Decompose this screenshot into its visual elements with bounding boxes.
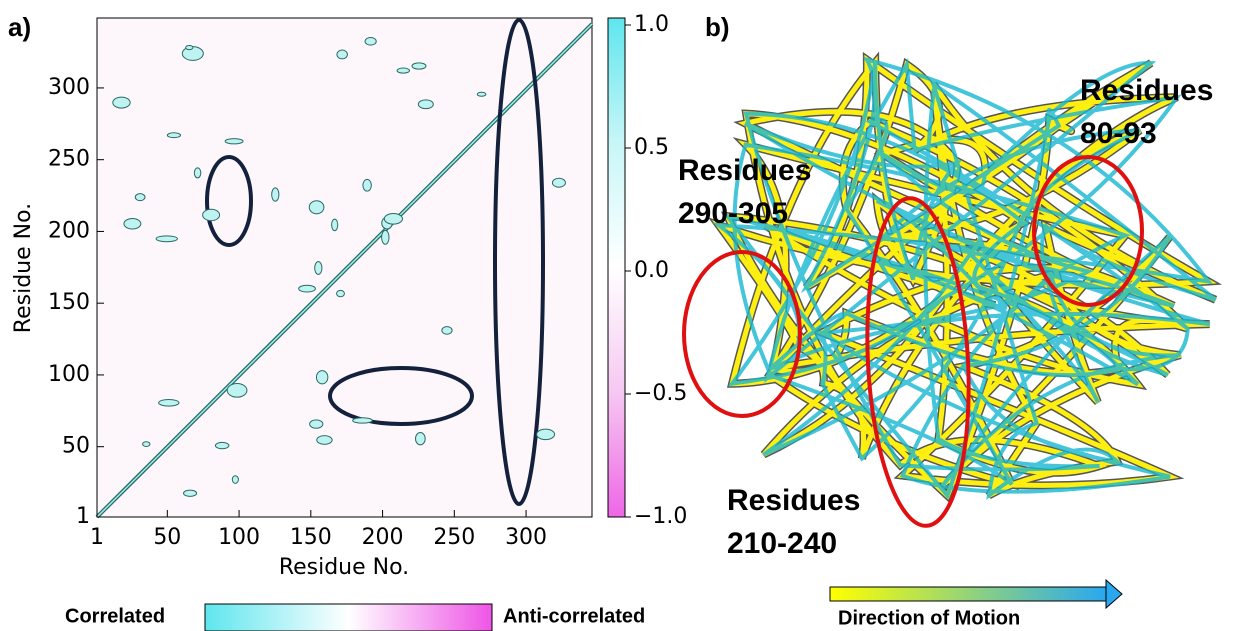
backbone-cyan: [712, 56, 1217, 500]
x-tick-label: 50: [153, 525, 181, 550]
contour: [396, 67, 411, 74]
contour: [123, 218, 142, 230]
contour: [315, 370, 329, 385]
colorbar-tick-label: 1.0: [634, 12, 669, 37]
contour: [336, 49, 348, 60]
contour: [441, 326, 453, 335]
highlight-ellipse: [205, 155, 253, 247]
legend-bar: [204, 603, 493, 631]
region-ellipse: [682, 250, 802, 418]
x-axis-label: Residue No.: [279, 555, 409, 580]
contour: [309, 419, 324, 429]
contour: [314, 261, 323, 275]
contour: [112, 96, 131, 109]
annotation: 290-305: [678, 197, 788, 230]
contour: [185, 44, 194, 51]
contour: [381, 229, 390, 245]
annotation: Residues: [678, 154, 811, 187]
contour: [383, 213, 403, 225]
contour: [202, 208, 221, 222]
contour: [415, 432, 426, 446]
region-ellipse: [865, 196, 971, 528]
annotation: 80-93: [1080, 117, 1157, 150]
motion-arrow-head: [1105, 578, 1123, 610]
y-tick-label: 150: [48, 290, 90, 315]
highlight-ellipse: [328, 366, 474, 426]
contour: [411, 62, 427, 70]
contour: [158, 398, 180, 407]
x-ticks: 1 50 100 150 200 250 300: [90, 510, 547, 550]
contour: [183, 489, 198, 497]
contour: [417, 99, 434, 110]
contour: [271, 187, 280, 202]
annotation: 210-240: [727, 527, 837, 560]
region-ellipse: [1032, 155, 1144, 307]
highlight-ellipse: [493, 18, 545, 506]
x-tick-label: 100: [218, 525, 260, 550]
contour: [193, 167, 202, 179]
y-tick-label: 300: [48, 75, 90, 100]
colorbar-tick-label: −0.5: [634, 381, 687, 406]
annotation: Residues: [727, 484, 860, 517]
contour: [142, 441, 151, 447]
colorbar-tick-label: −1.0: [634, 504, 687, 529]
contour: [214, 441, 230, 450]
contour: [364, 37, 377, 46]
y-tick-label: 200: [48, 218, 90, 243]
contour: [476, 91, 487, 97]
contour: [336, 289, 345, 298]
protein-structure: [708, 51, 1223, 503]
contour: [331, 218, 339, 232]
y-tick-label: 1: [76, 504, 90, 529]
panel-label: b): [705, 12, 730, 42]
y-tick-label: 50: [62, 434, 90, 459]
contour: [231, 475, 239, 484]
contour: [551, 177, 566, 188]
contour: [226, 382, 248, 398]
contour: [308, 200, 325, 215]
panel-label: a): [8, 12, 31, 42]
contour: [166, 132, 182, 139]
y-tick-label: 250: [48, 147, 90, 172]
contour: [352, 417, 373, 424]
contour: [298, 284, 316, 293]
contour: [224, 138, 244, 145]
contour: [536, 428, 556, 441]
x-tick-label: 1: [90, 525, 104, 550]
legend-right: Anti-correlated: [503, 605, 645, 627]
colorbar: [607, 17, 626, 518]
colorbar-tick-label: 0.0: [634, 258, 669, 283]
annotations: Residues 80-93 Residues 290-305 Residues 210-…: [678, 74, 1213, 560]
contour: [316, 435, 333, 445]
y-tick-label: 100: [48, 362, 90, 387]
x-tick-label: 250: [433, 525, 475, 550]
x-tick-label: 200: [362, 525, 404, 550]
motion-arrow: [829, 586, 1107, 602]
x-tick-label: 150: [290, 525, 332, 550]
contour: [155, 235, 178, 243]
colorbar-tick-label: 0.5: [634, 135, 669, 160]
diagonal-fill: [96, 23, 593, 518]
y-axis-label: Residue No.: [11, 203, 36, 333]
contour: [362, 178, 372, 192]
x-tick-label: 300: [505, 525, 547, 550]
motion-label: Direction of Motion: [838, 607, 1020, 629]
contour: [134, 193, 146, 202]
legend-left: Correlated: [65, 605, 165, 627]
colorbar-ticks: 1.0 0.5 0.0 −0.5 −1.0: [625, 12, 687, 529]
annotation: Residues: [1080, 74, 1213, 107]
